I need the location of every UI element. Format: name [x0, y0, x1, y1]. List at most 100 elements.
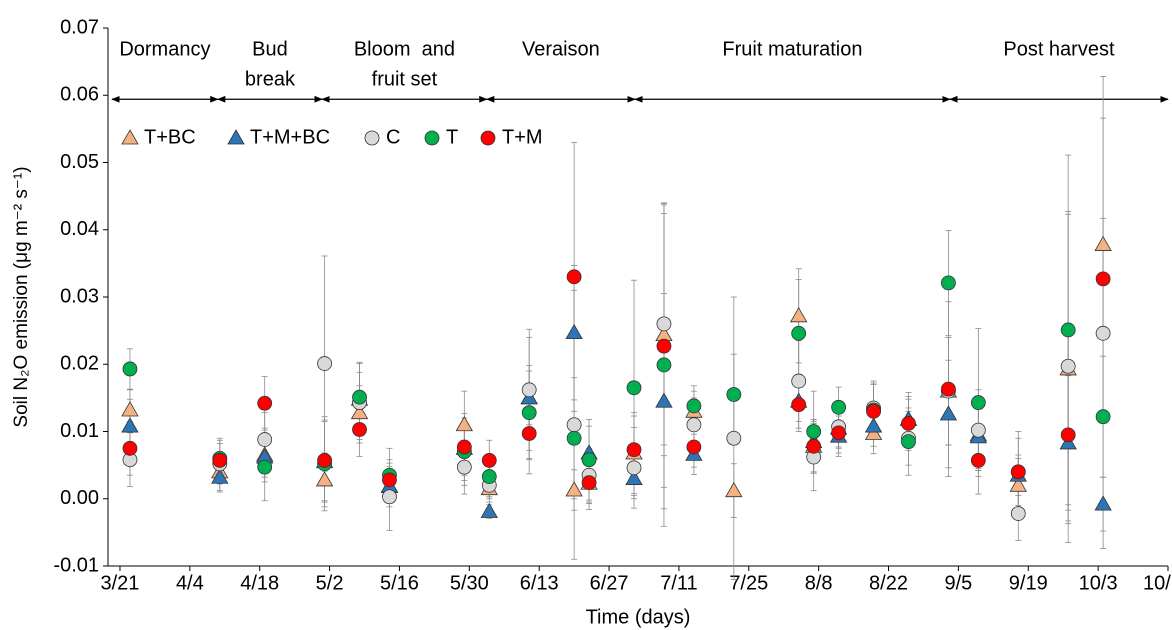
data-point: [1095, 271, 1111, 287]
legend-label: T: [446, 126, 458, 148]
x-tick-label: 10/17: [1143, 572, 1172, 594]
data-point: [1094, 495, 1112, 511]
data-point: [257, 459, 273, 475]
x-tick-label: 7/25: [729, 572, 768, 594]
x-tick-label: 4/18: [240, 572, 279, 594]
x-tick-label: 3/21: [101, 572, 140, 594]
data-point: [481, 469, 497, 484]
y-tick-label: 0.07: [60, 16, 99, 38]
phase-label: Post harvest: [1003, 38, 1115, 60]
data-point: [315, 471, 334, 487]
phase-label: Veraison: [522, 38, 600, 60]
data-point: [317, 453, 332, 468]
data-point: [211, 468, 229, 484]
y-tick-label: 0.06: [60, 84, 99, 106]
legend-marker: [364, 130, 380, 146]
data-point: [791, 373, 807, 389]
legend-label: T+BC: [144, 126, 196, 148]
x-tick-label: 5/16: [380, 572, 419, 594]
y-tick-label: 0.03: [60, 285, 99, 307]
data-point: [866, 403, 881, 419]
data-point: [1095, 325, 1111, 341]
x-tick-label: 9/19: [1009, 572, 1048, 594]
data-point: [521, 382, 537, 398]
data-point: [1010, 464, 1026, 480]
data-point: [726, 387, 742, 402]
phase-label: break: [245, 68, 296, 90]
legend-label: T+M+BC: [250, 126, 330, 148]
data-point: [941, 275, 956, 291]
data-point: [1010, 506, 1026, 521]
data-point: [806, 424, 822, 439]
data-point: [1060, 358, 1076, 374]
y-tick-label: 0.01: [60, 420, 99, 442]
data-point: [970, 422, 986, 438]
data-point: [656, 316, 672, 332]
data-point: [626, 442, 642, 458]
legend-marker: [227, 129, 245, 145]
x-tick-label: 7/11: [660, 572, 697, 594]
data-point: [831, 399, 847, 415]
data-point: [581, 475, 597, 491]
phase-label: Bud: [252, 38, 288, 60]
data-point: [352, 422, 367, 437]
data-point: [686, 439, 702, 455]
x-tick-label: 8/8: [805, 572, 833, 594]
data-point: [480, 502, 498, 518]
legend-marker: [480, 130, 496, 146]
data-point: [941, 381, 956, 397]
data-point: [726, 430, 742, 446]
x-tick-label: 5/30: [450, 572, 489, 594]
data-point: [725, 481, 743, 498]
data-point: [901, 434, 916, 449]
data-point: [352, 389, 367, 405]
data-point: [1094, 235, 1112, 251]
x-tick-label: 5/2: [316, 572, 344, 594]
legend-marker: [424, 130, 440, 146]
data-point: [970, 395, 986, 410]
data-point: [521, 426, 537, 441]
data-point: [656, 357, 672, 373]
data-point: [970, 453, 986, 468]
data-point: [565, 481, 583, 497]
data-point: [521, 405, 537, 421]
data-point: [1060, 322, 1076, 338]
x-tick-label: 6/27: [590, 572, 629, 594]
legend-marker: [121, 129, 139, 145]
y-tick-label: -0.01: [53, 554, 99, 576]
data-point: [901, 416, 916, 431]
data-point: [481, 453, 497, 468]
data-point: [686, 417, 702, 433]
data-point: [656, 338, 672, 354]
data-point: [655, 392, 673, 408]
data-point: [864, 417, 883, 433]
data-point: [626, 380, 642, 396]
legend-label: T+M: [502, 126, 543, 148]
phase-label: Bloom and: [354, 38, 455, 60]
data-point: [456, 439, 472, 455]
x-axis-label: Time (days): [586, 606, 691, 628]
data-point: [121, 401, 139, 417]
data-point: [566, 430, 582, 446]
data-point: [350, 403, 369, 420]
data-point: [122, 361, 138, 377]
data-point: [121, 417, 139, 433]
data-point: [939, 405, 958, 421]
y-axis-label: Soil N₂O emission (μg m⁻² s⁻¹): [11, 166, 32, 427]
data-point: [456, 459, 472, 475]
phase-label: Dormancy: [119, 38, 210, 60]
x-tick-label: 8/22: [869, 572, 908, 594]
y-tick-label: 0.00: [60, 487, 99, 509]
data-point: [382, 489, 397, 505]
data-point: [1009, 476, 1027, 492]
x-tick-label: 6/13: [520, 572, 559, 594]
data-point: [831, 425, 847, 441]
phase-label: Fruit maturation: [722, 38, 862, 60]
data-point: [565, 323, 583, 340]
data-point: [626, 460, 642, 476]
data-point: [581, 452, 597, 468]
y-tick-label: 0.05: [60, 151, 99, 173]
data-point: [455, 415, 474, 432]
data-point: [686, 398, 702, 414]
data-point: [212, 453, 228, 468]
